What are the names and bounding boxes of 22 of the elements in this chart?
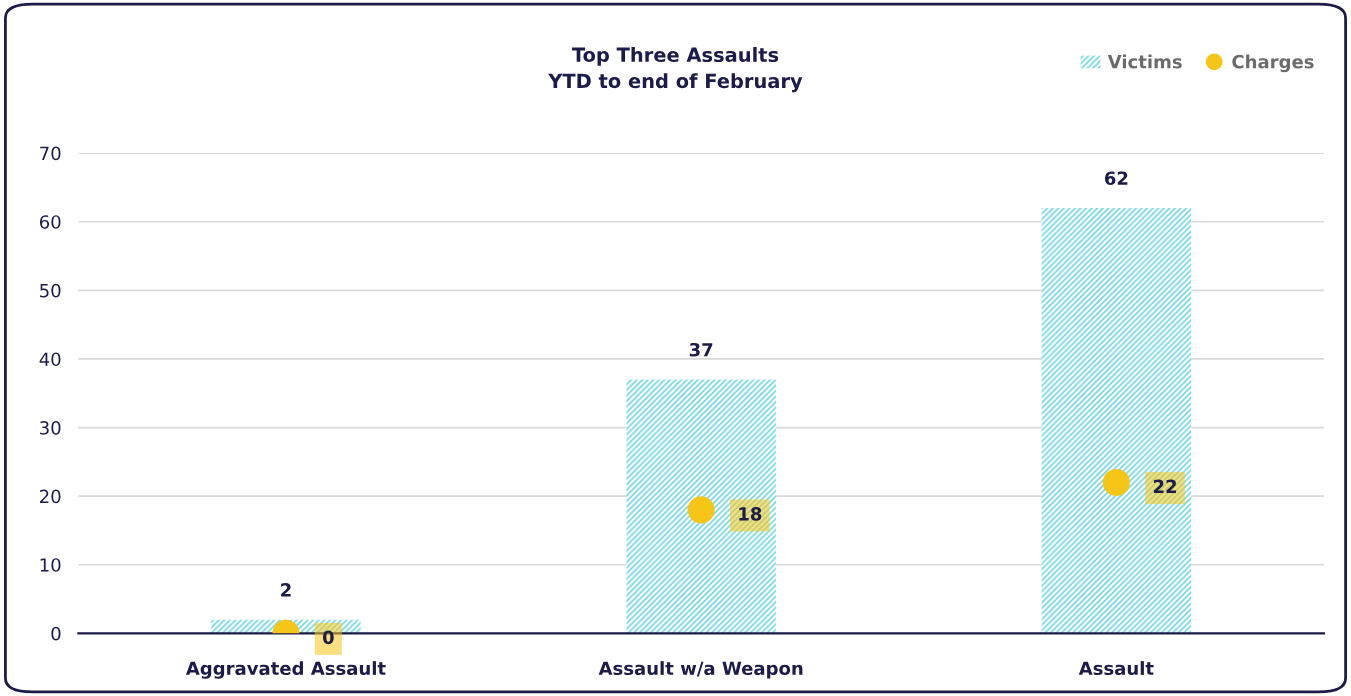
data-label: 62 bbox=[1104, 171, 1128, 186]
y-tick-label: 40 bbox=[39, 352, 61, 367]
x-tick-label: Assault bbox=[1078, 661, 1154, 676]
data-label: 2 bbox=[281, 583, 291, 597]
data-label: 0 bbox=[322, 630, 334, 645]
y-tick-label: 70 bbox=[40, 146, 61, 161]
data-label: 22 bbox=[1153, 479, 1177, 493]
x-tick-label: Assault w/a Weapon bbox=[598, 661, 803, 679]
y-tick-label: 30 bbox=[40, 421, 61, 435]
y-tick-label: 0 bbox=[51, 626, 61, 641]
bar bbox=[1041, 208, 1192, 634]
data-label: 18 bbox=[739, 507, 762, 521]
legend-label: Charges bbox=[1232, 54, 1314, 73]
data-label: 37 bbox=[689, 342, 713, 357]
chart-title: Top Three Assaults YTD to end of February bbox=[548, 47, 803, 93]
legend-label: Victims bbox=[1107, 54, 1182, 69]
y-tick-label: 20 bbox=[40, 489, 61, 504]
y-tick-label: 50 bbox=[40, 283, 61, 298]
bar bbox=[626, 379, 776, 634]
y-tick-label: 10 bbox=[40, 558, 61, 572]
y-tick-label: 60 bbox=[39, 215, 61, 229]
x-tick-label: Aggravated Assault bbox=[185, 661, 386, 679]
